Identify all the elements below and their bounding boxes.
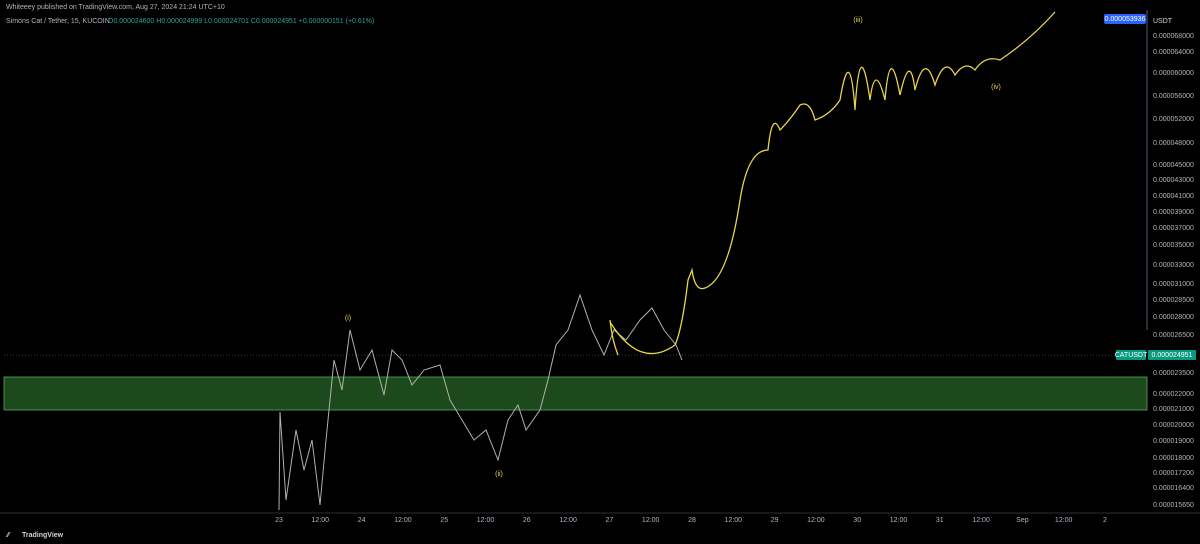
time-label: 29 [771,517,779,524]
time-label: 12:00 [725,517,743,524]
price-label: 0.000028500 [1153,297,1194,304]
time-label: 2 [1103,517,1107,524]
symbol-badge-text: CATUSDT [1115,352,1148,359]
price-label: 0.000017200 [1153,470,1194,477]
last-price-badge [1148,350,1196,360]
time-label: 23 [275,517,283,524]
price-label: 0.000026500 [1153,332,1194,339]
time-label: 25 [440,517,448,524]
time-label: Sep [1016,517,1029,524]
footer-logo: ⁄⁄ [5,532,11,539]
time-label: 12:00 [642,517,660,524]
price-label: 0.000043000 [1153,177,1194,184]
price-label: 0.000064000 [1153,49,1194,56]
time-label: 24 [358,517,366,524]
time-label: 12:00 [807,517,825,524]
time-label: 28 [688,517,696,524]
price-label: 0.000052000 [1153,116,1194,123]
price-label: 0.000037000 [1153,225,1194,232]
symbol-badge [1116,350,1146,360]
support-zone [3,376,1148,411]
price-label: 0.000018000 [1153,455,1194,462]
price-path [278,293,683,511]
time-label: 12:00 [477,517,495,524]
projection-arc [609,319,619,356]
price-label: 0.000028000 [1153,314,1194,321]
price-label: 0.000021000 [1153,406,1194,413]
price-label: 0.000048000 [1153,140,1194,147]
time-label: 12:00 [972,517,990,524]
price-label: 0.000035000 [1153,242,1194,249]
top-badge [1104,14,1146,24]
price-label: 0.000019000 [1153,438,1194,445]
price-label: 0.000031000 [1153,281,1194,288]
time-label: 27 [606,517,614,524]
price-label: 0.000039000 [1153,209,1194,216]
currency: USDT [1153,18,1173,25]
time-label: 30 [853,517,861,524]
wave-label: (ii) [495,471,503,478]
time-label: 26 [523,517,531,524]
time-label: 12:00 [312,517,330,524]
footer-brand: TradingView [22,532,64,539]
last-price: 0.000024951 [1152,352,1193,359]
price-label: 0.000068000 [1153,33,1194,40]
price-label: 0.000022000 [1153,391,1194,398]
wave-label: (iii) [853,17,862,24]
time-label: 12:00 [559,517,577,524]
time-label: 31 [936,517,944,524]
price-label: 0.000015650 [1153,502,1194,509]
price-label: 0.000045000 [1153,162,1194,169]
price-label: 0.000023500 [1153,370,1194,377]
wave-label: (iv) [991,84,1001,91]
price-label: 0.000016400 [1153,485,1194,492]
price-label: 0.000033000 [1153,262,1194,269]
price-label: 0.000056000 [1153,93,1194,100]
ohlc: O0.000024600 H0.000024999 L0.000024701 C… [108,18,374,25]
projection-drawing [609,11,1056,355]
top-badge-text: 0.000053936 [1105,16,1146,23]
time-label: 12:00 [890,517,908,524]
wave-label: (i) [345,315,351,322]
price-label: 0.000020000 [1153,422,1194,429]
time-label: 12:00 [394,517,412,524]
publisher: Whiteeey published on TradingView.com, A… [6,4,225,11]
price-label: 0.000041000 [1153,193,1194,200]
price-label: 0.000060000 [1153,70,1194,77]
time-label: 12:00 [1055,517,1073,524]
symbol: Simons Cat / Tether, 15, KUCOIN [6,18,110,25]
